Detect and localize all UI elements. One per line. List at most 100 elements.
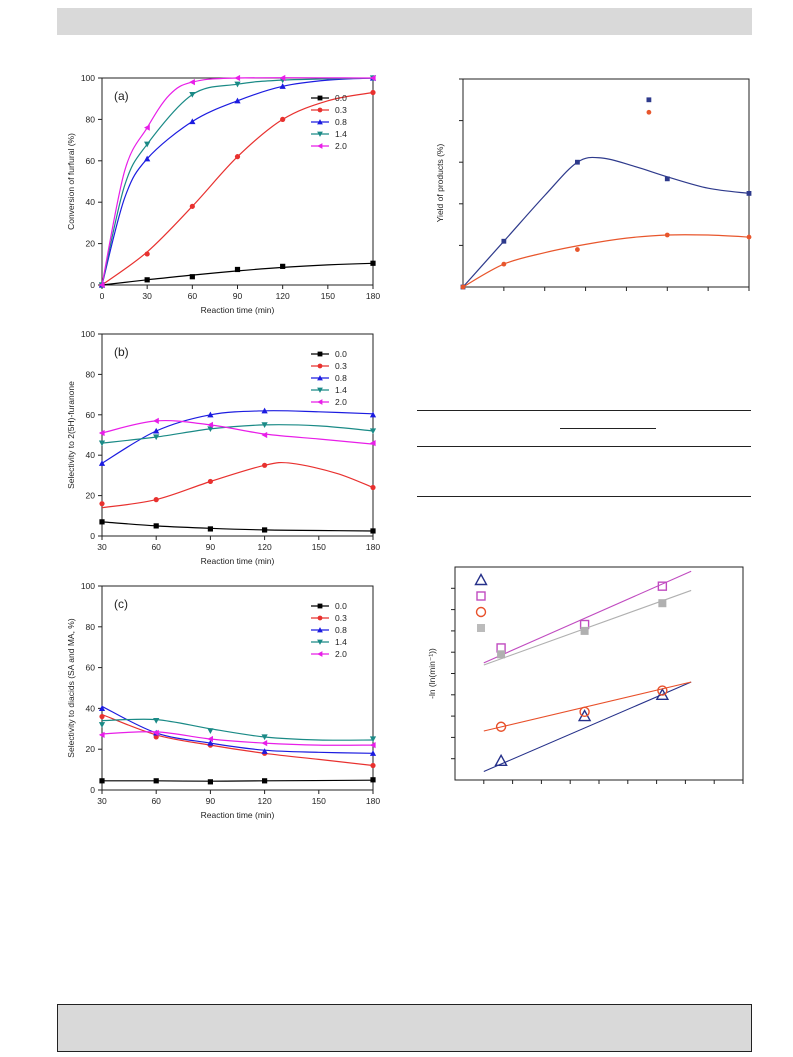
y-axis-label: -ln (ln(min⁻¹)) xyxy=(427,648,437,699)
data-point xyxy=(501,261,507,267)
legend-label: 0.8 xyxy=(335,625,347,635)
y-tick-label: 0 xyxy=(90,531,95,541)
data-point xyxy=(189,118,196,125)
data-point xyxy=(98,460,106,466)
chart-conversion: 0 30 60 90 120 150 180 0 20 40 60 80 100 Reaction tim… xyxy=(66,73,380,315)
data-point xyxy=(494,753,508,767)
data-point xyxy=(369,439,376,447)
data-point xyxy=(234,266,241,273)
data-point xyxy=(98,722,106,728)
data-point xyxy=(234,81,241,88)
x-tick-label: 90 xyxy=(233,291,243,301)
header-bar xyxy=(57,8,752,35)
data-point xyxy=(98,429,105,437)
data-point xyxy=(261,407,268,414)
data-point xyxy=(370,528,376,534)
legend-label: 0.0 xyxy=(335,93,347,103)
y-axis-label: Selectivity to diacids (SA and MA, %) xyxy=(66,618,76,758)
x-tick-label: 60 xyxy=(188,291,198,301)
y-tick-label: 0 xyxy=(90,785,95,795)
legend-label: 1.4 xyxy=(335,637,347,647)
legend-label: 0.8 xyxy=(335,373,347,383)
y-tick-label: 40 xyxy=(86,197,96,207)
data-point xyxy=(189,79,195,86)
x-tick-label: 150 xyxy=(312,542,326,552)
legend-marker xyxy=(317,351,323,357)
data-point xyxy=(207,739,214,746)
data-point xyxy=(261,431,268,439)
data-point xyxy=(575,159,580,165)
data-point xyxy=(261,739,268,747)
x-axis-label: Reaction time (min) xyxy=(201,810,275,820)
data-point xyxy=(664,232,670,238)
legend-label: 0.8 xyxy=(335,117,347,127)
y-tick-label: 20 xyxy=(86,239,96,249)
data-point xyxy=(153,734,159,740)
data-point xyxy=(98,705,106,711)
data-point xyxy=(280,263,286,269)
fit-line xyxy=(483,570,692,664)
legend-marker xyxy=(317,627,323,633)
x-tick-label: 60 xyxy=(151,542,161,552)
data-point xyxy=(153,497,159,503)
y-tick-label: 80 xyxy=(86,114,96,124)
y-tick-label: 100 xyxy=(81,329,95,339)
table-rule-group xyxy=(560,428,656,429)
y-tick-label: 40 xyxy=(86,703,96,713)
panel-label: (a) xyxy=(114,89,129,103)
series-line xyxy=(101,521,374,532)
data-point xyxy=(99,713,105,720)
y-tick-label: 60 xyxy=(86,156,96,166)
x-tick-label: 150 xyxy=(321,291,335,301)
legend-label: 1.4 xyxy=(335,385,347,395)
data-point xyxy=(207,421,213,429)
legend-label: 2.0 xyxy=(335,141,347,151)
data-point xyxy=(658,599,667,608)
series-line xyxy=(101,419,374,445)
data-point xyxy=(99,778,105,784)
legend-marker xyxy=(317,387,323,393)
data-point xyxy=(153,778,159,784)
data-point xyxy=(153,427,160,434)
data-point xyxy=(207,411,214,418)
legend-label: 2.0 xyxy=(335,649,347,659)
data-point xyxy=(207,426,214,433)
x-tick-label: 180 xyxy=(366,796,380,806)
panel-label: (b) xyxy=(114,345,129,359)
data-point xyxy=(98,731,105,739)
data-point xyxy=(646,109,652,115)
y-axis-label: Conversion of furfural (%) xyxy=(66,133,76,230)
x-tick-label: 30 xyxy=(142,291,152,301)
table-rule-header xyxy=(417,446,751,447)
x-tick-label: 30 xyxy=(97,796,107,806)
legend-marker xyxy=(475,606,487,618)
footer-bar xyxy=(57,1004,752,1052)
data-point xyxy=(144,141,151,148)
data-point xyxy=(580,626,589,635)
y-tick-label: 20 xyxy=(86,744,96,754)
series-line xyxy=(101,77,374,286)
x-tick-label: 90 xyxy=(206,542,216,552)
plot-frame xyxy=(101,333,374,537)
y-tick-label: 80 xyxy=(86,622,96,632)
series-line xyxy=(101,718,374,741)
data-point xyxy=(279,83,286,89)
chart-yield-products: Yield of products (%) xyxy=(435,78,752,291)
legend-marker xyxy=(317,363,323,369)
data-point xyxy=(460,284,466,290)
data-point xyxy=(495,721,507,732)
y-tick-label: 60 xyxy=(86,663,96,673)
x-tick-label: 120 xyxy=(276,291,290,301)
legend-marker xyxy=(317,131,323,137)
legend-marker xyxy=(317,375,323,381)
data-point xyxy=(369,428,377,435)
legend-marker xyxy=(477,624,485,632)
legend-marker xyxy=(476,591,486,601)
data-point xyxy=(262,778,268,784)
data-point xyxy=(153,729,159,736)
data-point xyxy=(234,97,241,104)
data-point xyxy=(153,417,159,424)
data-point xyxy=(262,527,268,533)
data-point xyxy=(189,91,196,98)
data-point xyxy=(144,277,150,283)
